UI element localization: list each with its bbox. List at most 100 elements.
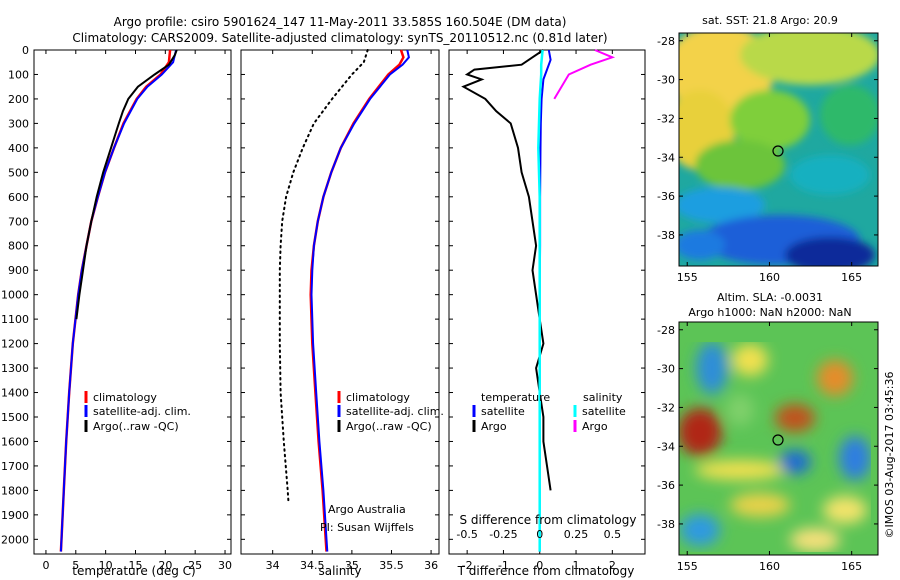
- credit-pi: PI: Susan Wijffels: [320, 521, 414, 534]
- depth-tick-label: 300: [8, 117, 29, 130]
- figure-title: Argo profile: csiro 5901624_147 11-May-2…: [114, 15, 567, 29]
- depth-tick-label: 1000: [1, 289, 29, 302]
- top-x-tick-label: -0.5: [456, 528, 477, 541]
- depth-tick-label: 1400: [1, 387, 29, 400]
- series-line-argo-raw-qc: [278, 49, 369, 504]
- sla-map-frame: [678, 321, 879, 556]
- x-tick-label: 10: [99, 559, 113, 572]
- lon-tick-label: 165: [841, 271, 862, 284]
- figure-subtitle: Climatology: CARS2009. Satellite-adjuste…: [72, 31, 607, 45]
- imos-credit: ©IMOS 03-Aug-2017 03:45:36: [883, 372, 896, 539]
- top-x-tick-label: -0.25: [489, 528, 517, 541]
- legend-label-temp-satellite: satellite: [481, 405, 525, 418]
- lat-tick-label: -34: [657, 151, 675, 164]
- legend-label-climatology: climatology: [346, 391, 410, 404]
- depth-tick-label: 800: [8, 240, 29, 253]
- depth-tick-label: 200: [8, 93, 29, 106]
- lat-tick-label: -28: [657, 324, 675, 337]
- x-tick-label: 2: [609, 559, 616, 572]
- lon-tick-label: 165: [841, 560, 862, 573]
- lat-tick-label: -38: [657, 518, 675, 531]
- legend-title-temperature: temperature: [481, 391, 550, 404]
- depth-tick-label: 2000: [1, 533, 29, 546]
- x-tick-label: -2: [462, 559, 473, 572]
- depth-tick-label: 500: [8, 166, 29, 179]
- difference-panel-frame: [448, 49, 646, 555]
- lon-tick-label: 160: [759, 560, 780, 573]
- sla-map-subtitle: Argo h1000: NaN h2000: NaN: [688, 306, 851, 319]
- sla-map-title: Altim. SLA: -0.0031: [717, 291, 823, 304]
- lon-tick-label: 160: [759, 271, 780, 284]
- legend-label-climatology: climatology: [93, 391, 157, 404]
- temperature-panel-frame: [33, 49, 232, 555]
- legend-label-sal-argo: Argo: [582, 420, 608, 433]
- depth-tick-label: 1800: [1, 484, 29, 497]
- temperature-axis-label: temperature (deg C): [72, 564, 195, 578]
- top-x-tick-label: 0: [536, 528, 543, 541]
- argo-location-marker: [772, 145, 784, 157]
- lat-tick-label: -32: [657, 401, 675, 414]
- depth-tick-label: 1700: [1, 460, 29, 473]
- x-tick-label: 30: [218, 559, 232, 572]
- x-tick-label: 0: [42, 559, 49, 572]
- depth-tick-label: 100: [8, 68, 29, 81]
- difference-legend: temperature satellite Argo salinity sate…: [472, 391, 626, 433]
- difference-plot: -2 -1 0 1 2 -0.5 -0.25 0 0.25 0.5: [456, 49, 621, 572]
- depth-tick-label: 1300: [1, 362, 29, 375]
- x-tick-label: 25: [188, 559, 202, 572]
- lat-tick-label: -36: [657, 190, 675, 203]
- depth-tick-label: 900: [8, 264, 29, 277]
- series-line-argo-raw-qc: [75, 49, 178, 320]
- lat-tick-label: -38: [657, 229, 675, 242]
- series-line-salinity-satellite: [537, 49, 544, 552]
- x-tick-label: 36: [424, 559, 438, 572]
- lat-tick-label: -30: [657, 363, 675, 376]
- x-tick-label: 34.5: [300, 559, 325, 572]
- salinity-panel-frame: [240, 49, 440, 555]
- credit-argo-australia: Argo Australia: [328, 503, 406, 516]
- salinity-legend: climatology satellite-adj. clim. Argo(..…: [337, 391, 444, 433]
- sst-map-axes: -28 -30 -32 -34 -36 -38 155 160 165: [657, 33, 878, 284]
- series-line-climatology: [309, 49, 405, 552]
- s-difference-axis-label: S difference from climatology: [460, 513, 637, 527]
- x-tick-label: 5: [72, 559, 79, 572]
- legend-label-satellite: satellite-adj. clim.: [93, 405, 191, 418]
- sla-map: [679, 322, 878, 555]
- x-tick-label: 15: [128, 559, 142, 572]
- depth-tick-label: 1900: [1, 509, 29, 522]
- x-tick-label: 35: [345, 559, 359, 572]
- t-difference-axis-label: T difference from climatology: [457, 564, 635, 578]
- lat-tick-label: -30: [657, 74, 675, 87]
- x-tick-label: 1: [573, 559, 580, 572]
- salinity-axis-label: salinity: [318, 564, 361, 578]
- legend-label-satellite: satellite-adj. clim.: [346, 405, 444, 418]
- depth-tick-label: 1500: [1, 411, 29, 424]
- x-tick-label: -1: [498, 559, 509, 572]
- depth-tick-label: 1600: [1, 435, 29, 448]
- sst-map: [679, 33, 878, 266]
- depth-tick-label: 0: [22, 44, 29, 57]
- x-tick-label: 34: [266, 559, 280, 572]
- depth-tick-label: 400: [8, 142, 29, 155]
- lon-tick-label: 155: [677, 560, 698, 573]
- depth-tick-label: 600: [8, 191, 29, 204]
- legend-label-temp-argo: Argo: [481, 420, 507, 433]
- lat-tick-label: -28: [657, 35, 675, 48]
- sla-map-axes: -28 -30 -32 -34 -36 -38 155 160 165: [657, 322, 878, 573]
- lat-tick-label: -34: [657, 440, 675, 453]
- depth-tick-label: 1200: [1, 338, 29, 351]
- x-tick-label: 35.5: [379, 559, 404, 572]
- series-line-satellite-adj-clim: [310, 49, 410, 552]
- depth-tick-label: 1100: [1, 313, 29, 326]
- lat-tick-label: -36: [657, 479, 675, 492]
- series-line-salinity-argo: [553, 49, 616, 100]
- lon-tick-label: 155: [677, 271, 698, 284]
- lat-tick-label: -32: [657, 112, 675, 125]
- sst-map-title: sat. SST: 21.8 Argo: 20.9: [702, 14, 838, 27]
- argo-location-marker: [772, 434, 784, 446]
- x-tick-label: 0: [536, 559, 543, 572]
- sst-map-frame: [678, 32, 879, 267]
- depth-axis: 0 100 200 300 400 500 600 700 800 900 1000 1100 1200…: [1, 44, 645, 546]
- x-tick-label: 20: [158, 559, 172, 572]
